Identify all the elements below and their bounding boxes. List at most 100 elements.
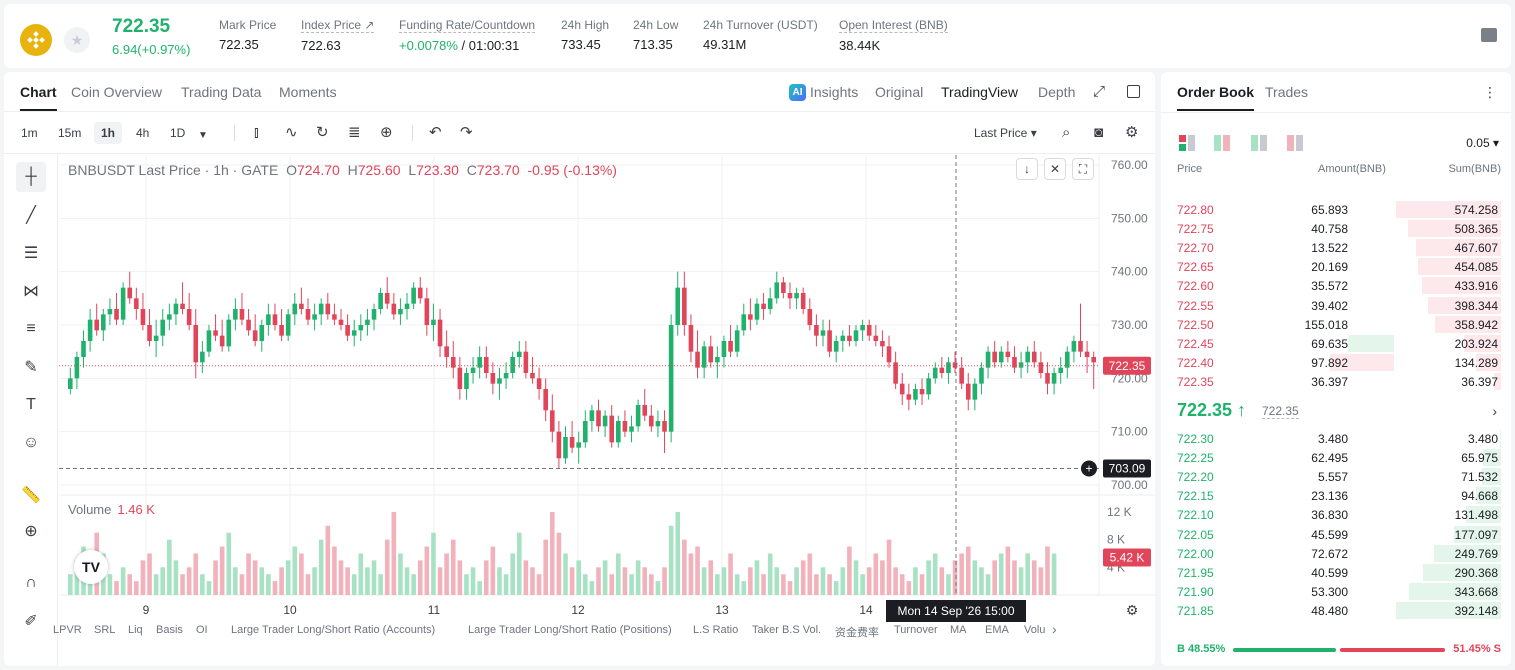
bid-row[interactable]: 721.90 53.300 343.668 (1161, 582, 1511, 601)
ruler-icon[interactable]: 📏 (21, 487, 41, 504)
stat-label[interactable]: Funding Rate/Countdown (399, 18, 536, 33)
zoom-in-icon[interactable]: ⊕ (24, 523, 38, 540)
tab-chart[interactable]: Chart (20, 84, 57, 111)
indicator-9[interactable]: 资金费率 (835, 627, 879, 639)
tab-coin-overview[interactable]: Coin Overview (71, 84, 163, 100)
search-icon[interactable]: ⌕ (1062, 124, 1071, 141)
precision-select[interactable]: 0.05 ▾ (1466, 136, 1499, 150)
view-depth[interactable]: Depth (1038, 84, 1076, 100)
insights-button[interactable]: Insights (810, 84, 859, 100)
camera-icon[interactable]: ◙ (1094, 124, 1104, 141)
bid-row[interactable]: 722.25 62.495 65.975 (1161, 448, 1511, 467)
collapse-icon[interactable]: ✕ (1044, 158, 1066, 180)
bid-row[interactable]: 722.00 72.672 249.769 (1161, 544, 1511, 563)
expand-icon[interactable]: ⤢ (1093, 83, 1106, 100)
stat-label[interactable]: Open Interest (BNB) (839, 18, 948, 33)
candle (919, 389, 925, 395)
indicator-4[interactable]: OI (196, 624, 208, 636)
funding-rate-stat[interactable]: Funding Rate/Countdown +0.0078% / 01:00:… (399, 18, 536, 53)
tab-trading-data[interactable]: Trading Data (181, 84, 262, 100)
fib-icon[interactable]: ≡ (26, 320, 36, 337)
bids-only-view-icon[interactable] (1251, 135, 1267, 151)
pencil-lock-icon[interactable]: ✐ (24, 613, 38, 630)
indicators-icon[interactable]: ∿ (285, 124, 298, 141)
price-chart[interactable]: 760.00 750.00 740.00 730.00 720.00 710.00 700.… (59, 155, 1155, 667)
tab-trades[interactable]: Trades (1265, 84, 1309, 100)
timeframe-4h[interactable]: 4h (136, 126, 150, 140)
ask-row[interactable]: 722.55 39.402 398.344 (1161, 296, 1511, 315)
arrow-down-icon[interactable]: ↓ (1016, 158, 1038, 180)
timeframe-15m[interactable]: 15m (58, 126, 82, 140)
chevron-down-icon[interactable]: ▼ (198, 130, 208, 141)
indicator-0[interactable]: LPVR (53, 624, 82, 636)
bid-row[interactable]: 722.15 23.136 94.668 (1161, 486, 1511, 505)
ask-row[interactable]: 722.50 155.018 358.942 (1161, 315, 1511, 334)
indicator-13[interactable]: Volu (1024, 624, 1046, 636)
ask-row[interactable]: 722.75 40.758 508.365 (1161, 219, 1511, 238)
emoji-icon[interactable]: ☺ (22, 434, 40, 451)
bids-view-icon[interactable] (1214, 135, 1230, 151)
crosshair-icon[interactable]: ┼ (16, 162, 46, 192)
bid-row[interactable]: 722.10 36.830 131.498 (1161, 505, 1511, 524)
price-source-select[interactable]: Last Price ▾ (974, 126, 1037, 140)
indicator-5[interactable]: Large Trader Long/Short Ratio (Accounts) (231, 624, 436, 636)
asks-only-view-icon[interactable] (1287, 135, 1303, 151)
indicator-8[interactable]: Taker B.S Vol. (752, 624, 822, 636)
brush-icon[interactable]: ✎ (24, 359, 38, 376)
bid-row[interactable]: 722.20 5.557 71.532 (1161, 467, 1511, 486)
tab-moments[interactable]: Moments (279, 84, 337, 100)
view-original[interactable]: Original (875, 84, 924, 100)
volume-bar (668, 525, 674, 595)
indicator-2[interactable]: Liq (128, 624, 143, 636)
indicator-6[interactable]: Large Trader Long/Short Ratio (Positions… (468, 624, 672, 636)
horizontal-lines-icon[interactable]: ☰ (23, 245, 39, 262)
chevron-right-icon[interactable]: › (1492, 403, 1497, 419)
indicator-7[interactable]: L.S Ratio (693, 624, 739, 636)
volume-bar (556, 532, 562, 595)
open-interest-stat[interactable]: Open Interest (BNB) 38.44K (839, 18, 948, 53)
text-icon[interactable]: T (26, 396, 36, 413)
ask-row[interactable]: 722.40 97.892 134.289 (1161, 353, 1511, 372)
both-sides-view-icon[interactable] (1179, 135, 1195, 151)
indicator-12[interactable]: EMA (985, 624, 1009, 636)
more-icon[interactable]: ⋮ (1483, 84, 1497, 100)
indicator-1[interactable]: SRL (94, 624, 116, 636)
ask-row[interactable]: 722.45 69.635 203.924 (1161, 334, 1511, 353)
template-icon[interactable]: ≣ (348, 124, 361, 141)
magnet-icon[interactable]: ∩ (25, 574, 37, 591)
favorite-star-icon[interactable]: ★ (64, 27, 90, 53)
stat-label[interactable]: Index Price ↗ (301, 18, 375, 33)
view-tradingview[interactable]: TradingView (941, 84, 1019, 100)
notebook-icon[interactable] (1481, 28, 1497, 42)
window-icon[interactable] (1127, 85, 1140, 98)
tab-order-book[interactable]: Order Book (1177, 84, 1255, 111)
indicator-10[interactable]: Turnover (894, 624, 938, 636)
bid-row[interactable]: 722.05 45.599 177.097 (1161, 525, 1511, 544)
ask-row[interactable]: 722.70 13.522 467.607 (1161, 238, 1511, 257)
indicator-11[interactable]: MA (950, 624, 967, 636)
timeframe-1m[interactable]: 1m (21, 126, 38, 140)
chevron-right-icon[interactable]: › (1052, 621, 1057, 637)
tradingview-logo[interactable]: TV (74, 550, 108, 584)
bid-row[interactable]: 722.30 3.480 3.480 (1161, 429, 1511, 448)
redo-icon[interactable]: ↷ (460, 124, 473, 141)
candle-type-icon[interactable]: ⫾ (254, 124, 259, 141)
pattern-icon[interactable]: ⋈ (23, 283, 39, 300)
candle (866, 325, 872, 336)
timeframe-1h[interactable]: 1h (94, 122, 123, 144)
ask-row[interactable]: 722.35 36.397 36.397 (1161, 372, 1511, 391)
indicator-3[interactable]: Basis (156, 624, 183, 636)
trend-line-icon[interactable]: ╱ (26, 207, 36, 224)
bid-row[interactable]: 721.85 48.480 392.148 (1161, 601, 1511, 620)
ask-row[interactable]: 722.80 65.893 574.258 (1161, 200, 1511, 219)
ask-row[interactable]: 722.65 20.169 454.085 (1161, 257, 1511, 276)
compare-icon[interactable]: ↻ (316, 124, 329, 141)
undo-icon[interactable]: ↶ (429, 124, 442, 141)
add-indicator-icon[interactable]: ⊕ (380, 124, 393, 141)
timeframe-1d[interactable]: 1D (170, 126, 186, 140)
ask-row[interactable]: 722.60 35.572 433.916 (1161, 276, 1511, 295)
fullscreen-icon[interactable]: ⛶ (1072, 158, 1094, 180)
index-price-stat[interactable]: Index Price ↗ 722.63 (301, 18, 375, 53)
bid-row[interactable]: 721.95 40.599 290.368 (1161, 563, 1511, 582)
gear-icon[interactable]: ⚙ (1125, 124, 1139, 141)
